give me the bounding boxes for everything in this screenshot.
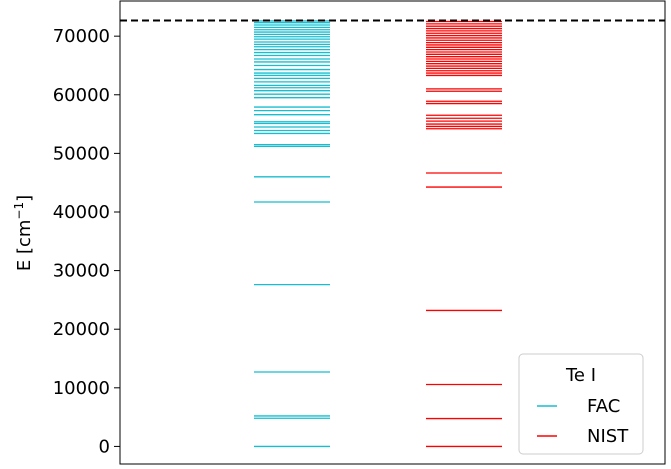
plot-frame [119,0,666,465]
y-tick-label: 70000 [53,26,110,47]
y-axis-label-exponent: −1 [12,202,26,220]
y-tick-label: 40000 [53,202,110,223]
y-tick-label: 30000 [53,261,110,282]
y-tick-label: 0 [99,436,110,457]
y-axis-label-base: E [cm [14,220,35,272]
legend-label-nist: NIST [587,426,629,447]
y-axis: 0 10000 20000 30000 40000 50000 60000 70000 [53,26,120,457]
legend: Te I FAC NIST [518,353,644,455]
y-axis-label: E [cm−1] [12,195,35,271]
legend-title: Te I [565,365,596,386]
y-tick-label: 60000 [53,85,110,106]
y-tick-label: 20000 [53,319,110,340]
y-axis-label-close: ] [14,195,35,202]
series-layer [254,20,502,448]
y-tick-label: 10000 [53,378,110,399]
legend-box [518,353,644,455]
legend-label-fac: FAC [587,396,620,417]
y-tick-label: 50000 [53,143,110,164]
